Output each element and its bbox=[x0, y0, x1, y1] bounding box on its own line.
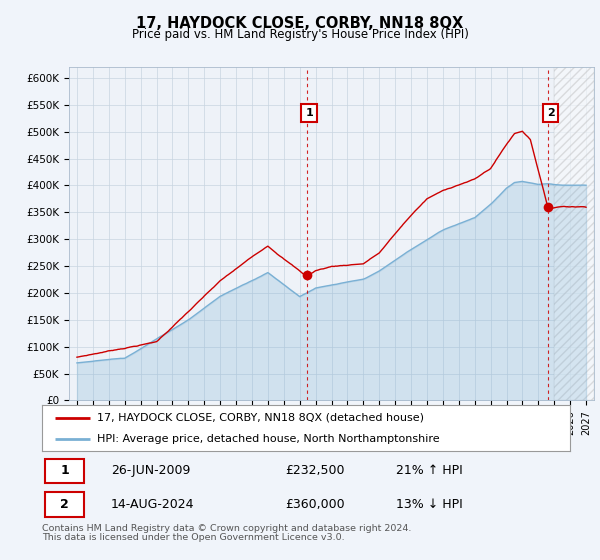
Text: 14-AUG-2024: 14-AUG-2024 bbox=[110, 498, 194, 511]
Text: HPI: Average price, detached house, North Northamptonshire: HPI: Average price, detached house, Nort… bbox=[97, 435, 440, 444]
Text: This data is licensed under the Open Government Licence v3.0.: This data is licensed under the Open Gov… bbox=[42, 533, 344, 542]
Text: £360,000: £360,000 bbox=[285, 498, 344, 511]
FancyBboxPatch shape bbox=[44, 459, 84, 483]
Text: 17, HAYDOCK CLOSE, CORBY, NN18 8QX (detached house): 17, HAYDOCK CLOSE, CORBY, NN18 8QX (deta… bbox=[97, 413, 424, 423]
Text: 2: 2 bbox=[547, 108, 554, 118]
Text: £232,500: £232,500 bbox=[285, 464, 344, 478]
Text: 2: 2 bbox=[60, 498, 69, 511]
Bar bbox=[554, 67, 594, 400]
Text: 13% ↓ HPI: 13% ↓ HPI bbox=[396, 498, 463, 511]
Text: 1: 1 bbox=[60, 464, 69, 478]
Text: Contains HM Land Registry data © Crown copyright and database right 2024.: Contains HM Land Registry data © Crown c… bbox=[42, 524, 412, 533]
Text: 26-JUN-2009: 26-JUN-2009 bbox=[110, 464, 190, 478]
Bar bbox=[554, 67, 594, 400]
Text: 17, HAYDOCK CLOSE, CORBY, NN18 8QX: 17, HAYDOCK CLOSE, CORBY, NN18 8QX bbox=[136, 16, 464, 31]
Text: 21% ↑ HPI: 21% ↑ HPI bbox=[396, 464, 463, 478]
Text: Price paid vs. HM Land Registry's House Price Index (HPI): Price paid vs. HM Land Registry's House … bbox=[131, 28, 469, 41]
Text: 1: 1 bbox=[305, 108, 313, 118]
FancyBboxPatch shape bbox=[44, 492, 84, 517]
